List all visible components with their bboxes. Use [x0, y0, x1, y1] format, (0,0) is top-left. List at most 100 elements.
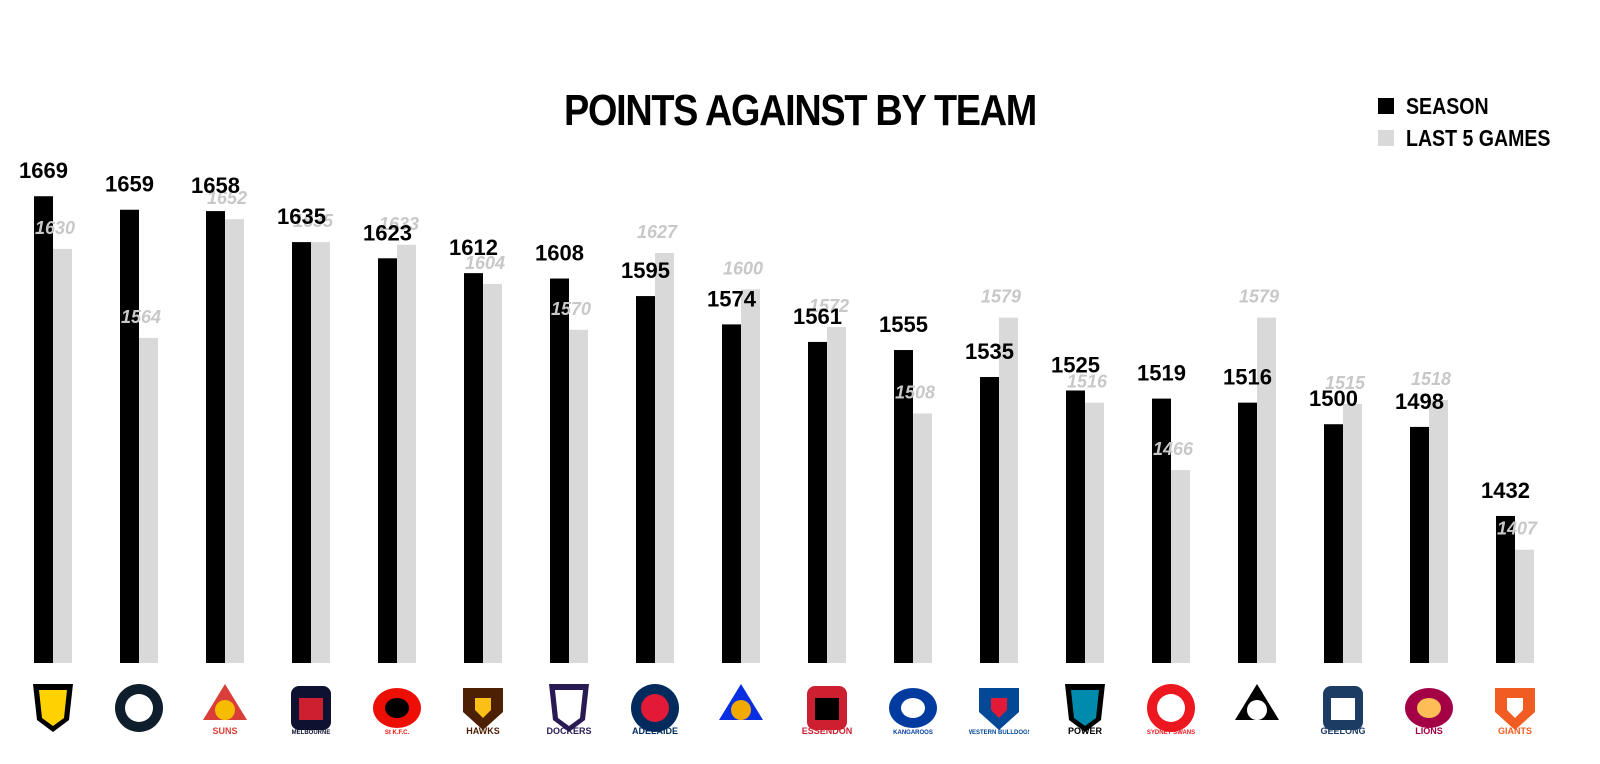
label-season-fremantle: 1608	[535, 241, 584, 266]
label-season-geelong: 1500	[1309, 386, 1358, 411]
bar-season-sydney	[1152, 398, 1171, 663]
richmond-tigers-logo-icon	[23, 676, 83, 736]
bar-last5-brisbane	[1429, 399, 1448, 663]
label-season-port-adelaide: 1525	[1051, 353, 1100, 378]
label-season-western-bulldogs: 1535	[965, 339, 1014, 364]
collingwood-magpies-logo-icon	[1227, 676, 1287, 736]
bar-last5-north-melbourne	[913, 413, 932, 663]
bar-last5-gold-coast	[225, 219, 244, 663]
bar-last5-west-coast	[741, 289, 760, 663]
bar-season-essendon	[808, 341, 827, 663]
bar-last5-western-bulldogs	[999, 317, 1018, 663]
label-last5-sydney: 1466	[1153, 439, 1194, 459]
chart-title: POINTS AGAINST BY TEAM	[563, 86, 1037, 135]
bar-last5-melbourne	[311, 242, 330, 663]
bar-season-collingwood	[1238, 402, 1257, 663]
bar-season-carlton	[120, 209, 139, 663]
legend-item-last5: LAST 5 GAMES	[1378, 122, 1576, 154]
fremantle-dockers-logo-icon: DOCKERS	[539, 676, 599, 736]
label-season-brisbane: 1498	[1395, 389, 1444, 414]
bar-season-fremantle	[550, 278, 569, 663]
logo-text: HAWKS	[466, 726, 500, 736]
label-last5-st-kilda: 1633	[379, 214, 419, 234]
label-season-adelaide: 1595	[621, 258, 670, 283]
gws-giants-logo-icon: GIANTS	[1485, 676, 1545, 736]
legend-label-last5: LAST 5 GAMES	[1406, 124, 1551, 151]
bar-last5-carlton	[139, 337, 158, 663]
label-last5-gws: 1407	[1497, 519, 1538, 539]
label-season-gws: 1432	[1481, 478, 1530, 503]
label-last5-north-melbourne: 1508	[895, 382, 935, 402]
bar-season-st-kilda	[378, 258, 397, 663]
logo-text: POWER	[1068, 726, 1103, 736]
bar-last5-hawthorn	[483, 283, 502, 663]
bar-season-adelaide	[636, 296, 655, 663]
logo-text: KANGAROOS	[893, 730, 933, 736]
bar-last5-fremantle	[569, 329, 588, 663]
label-last5-brisbane: 1518	[1411, 369, 1451, 389]
gold-coast-suns-logo-icon: SUNS	[195, 676, 255, 736]
label-last5-melbourne: 1635	[293, 211, 334, 231]
logo-text: MELBOURNE	[292, 730, 331, 736]
bar-season-western-bulldogs	[980, 377, 999, 663]
logo-text: WESTERN BULLDOGS	[969, 730, 1029, 736]
label-last5-west-coast: 1600	[723, 258, 763, 278]
label-last5-richmond: 1630	[35, 218, 75, 238]
bar-season-north-melbourne	[894, 350, 913, 663]
logo-text: DOCKERS	[546, 726, 591, 736]
logo-text: LIONS	[1415, 726, 1443, 736]
western-bulldogs-logo-icon: WESTERN BULLDOGS	[969, 676, 1029, 736]
label-season-carlton: 1659	[105, 172, 154, 197]
adelaide-crows-logo-icon: ADELAIDE	[625, 676, 685, 736]
bar-last5-port-adelaide	[1085, 402, 1104, 663]
bar-last5-st-kilda	[397, 244, 416, 663]
logo-text: St K.F.C.	[385, 730, 410, 736]
bar-season-richmond	[34, 196, 53, 663]
label-season-richmond: 1669	[19, 158, 68, 183]
label-season-sydney: 1519	[1137, 361, 1186, 386]
label-season-gold-coast: 1658	[191, 173, 240, 198]
label-season-melbourne: 1635	[277, 204, 326, 229]
port-adelaide-power-logo-icon: POWER	[1055, 676, 1115, 736]
label-last5-hawthorn: 1604	[465, 253, 505, 273]
logo-text: GEELONG	[1320, 726, 1365, 736]
label-season-collingwood: 1516	[1223, 365, 1272, 390]
logo-text: SUNS	[212, 726, 237, 736]
melbourne-demons-logo-icon: MELBOURNE	[281, 676, 341, 736]
bar-season-geelong	[1324, 424, 1343, 663]
bar-last5-collingwood	[1257, 317, 1276, 663]
bar-last5-gws	[1515, 549, 1534, 663]
label-season-west-coast: 1574	[707, 286, 757, 311]
bar-season-melbourne	[292, 242, 311, 663]
logo-text: ADELAIDE	[632, 726, 678, 736]
legend: SEASON LAST 5 GAMES	[1378, 90, 1576, 154]
bar-last5-richmond	[53, 248, 72, 663]
logo-text: SYDNEY SWANS	[1147, 730, 1195, 736]
label-last5-fremantle: 1570	[551, 299, 591, 319]
bar-last5-essendon	[827, 327, 846, 663]
north-melbourne-kangaroos-logo-icon: KANGAROOS	[883, 676, 943, 736]
label-last5-gold-coast: 1652	[207, 188, 247, 208]
logo-text: ESSENDON	[802, 726, 853, 736]
logo-text: GIANTS	[1498, 726, 1532, 736]
label-season-essendon: 1561	[793, 304, 842, 329]
bar-season-hawthorn	[464, 273, 483, 663]
bar-last5-sydney	[1171, 470, 1190, 663]
bar-last5-adelaide	[655, 252, 674, 664]
essendon-bombers-logo-icon: ESSENDON	[797, 676, 857, 736]
legend-swatch-season	[1378, 98, 1394, 114]
bar-season-brisbane	[1410, 426, 1429, 663]
bar-season-port-adelaide	[1066, 390, 1085, 663]
bar-season-west-coast	[722, 324, 741, 663]
label-last5-collingwood: 1579	[1239, 287, 1279, 307]
label-season-hawthorn: 1612	[449, 235, 498, 260]
legend-item-season: SEASON	[1378, 90, 1576, 122]
legend-label-season: SEASON	[1406, 92, 1489, 119]
carlton-blues-logo-icon	[109, 676, 169, 736]
label-last5-port-adelaide: 1516	[1067, 372, 1108, 392]
label-season-north-melbourne: 1555	[879, 312, 928, 337]
label-last5-essendon: 1572	[809, 296, 849, 316]
label-last5-adelaide: 1627	[637, 222, 678, 242]
